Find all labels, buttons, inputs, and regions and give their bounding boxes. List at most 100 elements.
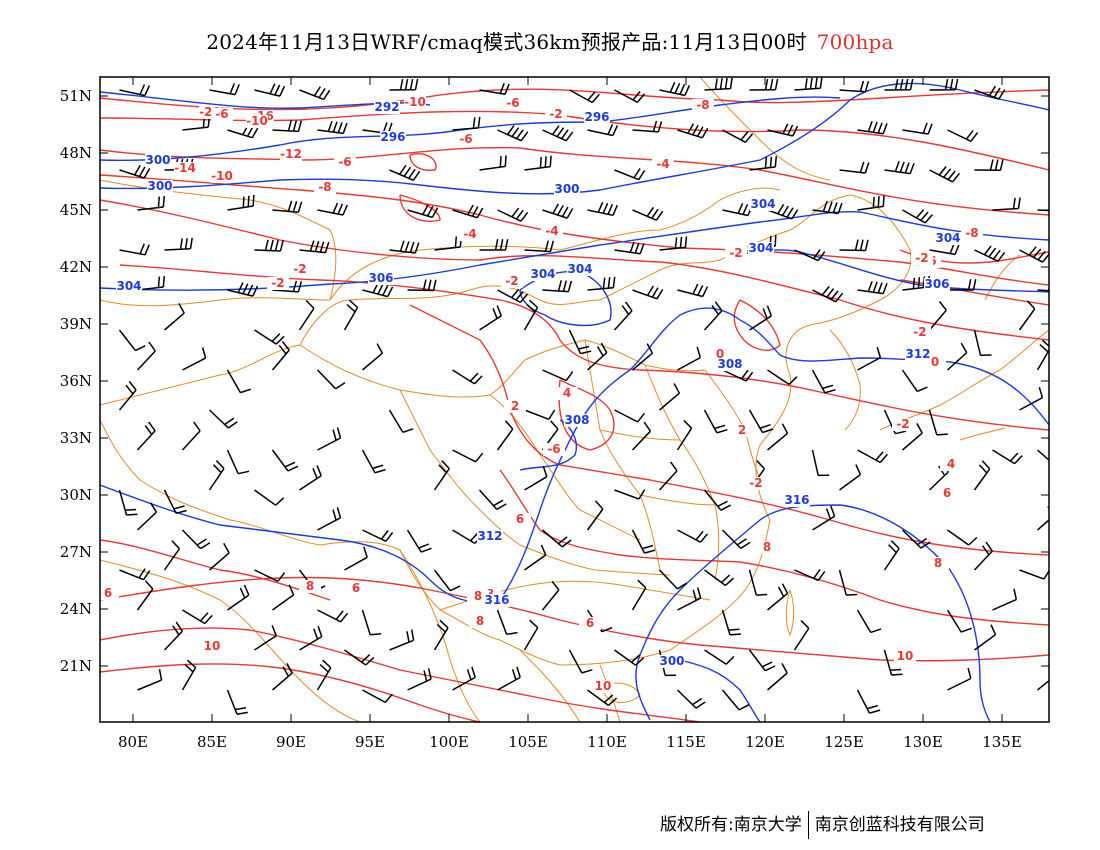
wind-barb: [973, 541, 993, 571]
wind-barb: [119, 243, 150, 256]
isotherm: [409, 304, 1049, 556]
geopotential-label: 316: [784, 493, 809, 507]
label-backdrop: [211, 170, 233, 183]
wind-barb: [254, 569, 286, 582]
footer-separator: [807, 811, 809, 839]
wind-barb: [182, 347, 207, 371]
geopotential-label: 306: [924, 277, 949, 291]
copyright-left: 版权所有:南京大学: [660, 815, 802, 835]
label-backdrop: [961, 227, 983, 240]
isoheight: [100, 210, 1049, 291]
temperature-label: -6: [215, 107, 228, 121]
lon-label: 130E: [903, 733, 943, 751]
wind-barb: [973, 329, 992, 357]
label-backdrop: [380, 131, 406, 144]
label-backdrop: [246, 115, 268, 128]
wind-barb: [587, 689, 618, 707]
se-asia-border: [399, 549, 621, 722]
wind-barb: [659, 81, 691, 97]
temperature-label: -2: [729, 246, 742, 260]
wind-barb: [209, 542, 230, 571]
wind-barb: [749, 78, 779, 91]
province-line-2: [399, 389, 521, 546]
wind-barb: [767, 369, 798, 386]
temperature-label: 8: [306, 579, 314, 593]
wind-barb: [659, 383, 681, 411]
wind-barb: [614, 89, 646, 103]
label-backdrop: [455, 133, 477, 146]
lat-label: 48N: [60, 144, 92, 162]
label-backdrop: [469, 615, 491, 628]
lon-label: 95E: [355, 733, 385, 751]
wind-barb: [794, 249, 826, 262]
wind-barb: [811, 449, 830, 477]
temperature-label: 2: [511, 399, 519, 413]
wind-barb: [569, 89, 600, 104]
wind-barb: [839, 161, 870, 174]
temperature-label: -2: [293, 262, 306, 276]
wind-barb: [496, 609, 518, 636]
label-backdrop: [892, 418, 914, 431]
wind-barb: [497, 207, 529, 222]
wind-barb: [136, 502, 158, 531]
wind-barb: [812, 505, 836, 531]
label-backdrop: [368, 272, 394, 285]
temperature-label: -2: [505, 274, 518, 288]
wind-barb: [722, 369, 754, 382]
wind-barb: [902, 122, 933, 135]
lat-label: 24N: [60, 600, 92, 618]
temperature-label: -12: [280, 147, 302, 161]
wind-barb: [433, 619, 449, 651]
wind-barb: [388, 409, 414, 434]
label-backdrop: [745, 477, 767, 490]
isoheight: [739, 319, 1049, 426]
wind-barb: [478, 489, 507, 511]
wind-barb: [164, 303, 185, 331]
temperature-labels: -20-16-10-8-6-14-10-12-6-8-6-4-4-2-4-2-2…: [100, 95, 983, 693]
province-line-9: [519, 544, 671, 576]
wind-barb: [631, 529, 656, 554]
label-backdrop: [345, 582, 367, 595]
wind-barb: [343, 299, 359, 331]
isoheight: [679, 659, 761, 722]
label-backdrop: [924, 278, 950, 291]
label-backdrop: [940, 458, 962, 471]
label-backdrop: [911, 252, 933, 265]
wind-barb: [344, 546, 368, 571]
label-backdrop: [564, 414, 590, 427]
label-backdrop: [543, 443, 565, 456]
geopotential-label: 304: [748, 241, 773, 255]
wind-barb: [614, 649, 645, 666]
wind-barb: [947, 529, 978, 546]
wind-barb: [272, 663, 293, 691]
wind-barb: [857, 346, 882, 371]
wind-barb: [227, 584, 250, 611]
temperature-label: 8: [934, 556, 942, 570]
temperature-label: -10: [246, 114, 268, 128]
wind-barb: [658, 461, 678, 491]
geopotential-label: 306: [368, 271, 393, 285]
geopotential-label: 308: [717, 357, 742, 371]
wind-barb: [614, 241, 645, 255]
temperature-label: 6: [352, 581, 360, 595]
wind-barb: [118, 329, 146, 352]
wind-barb: [254, 239, 284, 252]
isoheight: [499, 307, 741, 601]
isotherm: [100, 199, 1049, 341]
temperature-label: -4: [656, 157, 669, 171]
temperature-label: 8: [476, 614, 484, 628]
wind-barb: [317, 427, 342, 451]
wind-barb: [974, 159, 1004, 172]
wind-barb: [721, 689, 750, 711]
wind-barb: [136, 341, 156, 371]
wind-barb: [659, 236, 688, 251]
lat-label: 30N: [60, 486, 92, 504]
wind-barb: [316, 659, 332, 691]
wind-barb: [928, 301, 947, 331]
wind-barb: [748, 409, 774, 434]
label-backdrop: [554, 183, 580, 196]
wind-barb: [794, 568, 826, 582]
hainan: [604, 682, 641, 703]
lat-label: 42N: [60, 258, 92, 276]
geopotential-label: 316: [484, 593, 509, 607]
